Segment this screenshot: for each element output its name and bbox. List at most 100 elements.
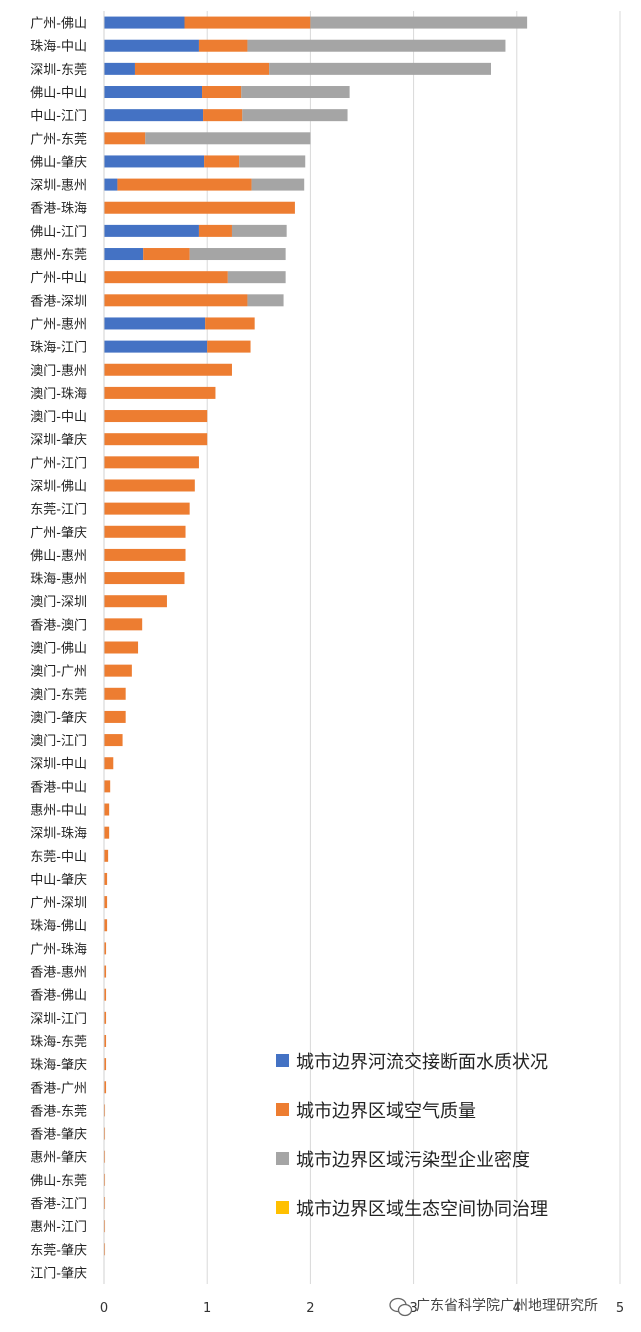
category-label: 深圳-惠州 — [30, 179, 87, 194]
bar-segment-s1 — [104, 595, 167, 608]
category-label: 香港-珠海 — [30, 202, 87, 217]
category-label: 佛山-东莞 — [30, 1174, 87, 1189]
x-tick-label: 4 — [513, 1301, 521, 1316]
category-label: 广州-深圳 — [30, 896, 87, 911]
bar-segment-s0 — [104, 224, 199, 237]
bar-segment-s1 — [117, 178, 252, 191]
bar-segment-s1 — [104, 410, 208, 423]
x-tick-label: 2 — [306, 1301, 314, 1316]
category-label: 澳门-珠海 — [30, 386, 87, 402]
bar-segment-s1 — [104, 965, 107, 978]
bars — [104, 16, 528, 1256]
bar-segment-s1 — [104, 456, 199, 469]
watermark: 广东省科学院广州地理研究所 — [389, 1297, 598, 1317]
x-tick-label: 1 — [203, 1301, 211, 1316]
category-label: 广州-肇庆 — [30, 526, 87, 541]
category-label: 深圳-佛山 — [30, 479, 87, 494]
legend-swatch-pollution — [276, 1152, 289, 1165]
bar-segment-s0 — [104, 317, 206, 330]
legend: 城市边界河流交接断面水质状况 城市边界区域空气质量 城市边界区域污染型企业密度 … — [276, 1052, 548, 1220]
category-label: 香港-澳门 — [30, 617, 87, 633]
category-label: 深圳-中山 — [30, 757, 87, 772]
bar-segment-s2 — [189, 248, 286, 261]
category-label: 广州-东莞 — [30, 132, 87, 147]
bar-segment-s1 — [104, 849, 109, 862]
bar-segment-s1 — [104, 734, 123, 747]
bar-segment-s1 — [104, 479, 195, 492]
bar-segment-s1 — [104, 641, 139, 654]
bar-segment-s0 — [104, 62, 135, 75]
bar-segment-s1 — [104, 132, 146, 145]
category-label: 香港-东莞 — [30, 1104, 87, 1119]
bar-segment-s1 — [104, 386, 216, 399]
category-label: 深圳-江门 — [30, 1012, 87, 1027]
bar-segment-s1 — [104, 1220, 106, 1233]
category-label: 珠海-江门 — [30, 341, 87, 356]
bar-segment-s0 — [104, 248, 144, 261]
bar-segment-s2 — [247, 294, 284, 307]
bar-segment-s1 — [104, 433, 208, 446]
x-tick-label: 5 — [616, 1301, 624, 1316]
category-label: 中山-江门 — [30, 109, 87, 124]
bar-segment-s2 — [242, 109, 348, 122]
legend-label-air: 城市边界区域空气质量 — [296, 1101, 476, 1122]
bar-segment-s1 — [104, 1150, 106, 1163]
bar-segment-s1 — [198, 39, 248, 52]
category-label: 珠海-佛山 — [30, 919, 87, 934]
category-label: 香港-深圳 — [30, 294, 87, 309]
x-tick-label: 3 — [409, 1301, 417, 1316]
bar-segment-s1 — [104, 1104, 106, 1117]
category-label: 广州-佛山 — [30, 17, 87, 32]
category-label: 广州-惠州 — [30, 317, 87, 332]
axes: 0 1 2 3 4 5 广州-佛山珠海-中山深圳-东莞佛山-中山中山-江门广州-东莞佛山-肇… — [30, 11, 624, 1316]
bar-segment-s1 — [104, 548, 186, 561]
bar-segment-s1 — [198, 224, 232, 237]
category-label: 澳门-中山 — [30, 409, 87, 425]
bar-segment-s1 — [104, 502, 190, 515]
legend-swatch-ecology — [276, 1201, 289, 1214]
category-label: 香港-惠州 — [30, 966, 87, 981]
bar-segment-s1 — [104, 803, 110, 816]
bar-segment-s1 — [104, 826, 110, 839]
bar-segment-s1 — [143, 248, 190, 261]
category-label: 惠州-中山 — [30, 804, 87, 819]
bar-segment-s2 — [269, 62, 491, 75]
category-label: 珠海-肇庆 — [30, 1058, 87, 1073]
bar-segment-s1 — [104, 896, 108, 909]
bar-segment-s2 — [231, 224, 287, 237]
bar-segment-s1 — [104, 271, 228, 284]
bar-segment-s0 — [104, 109, 204, 122]
category-label: 澳门-广州 — [30, 664, 87, 680]
bar-segment-s1 — [207, 340, 251, 353]
bar-segment-s2 — [251, 178, 305, 191]
bar-segment-s1 — [104, 1196, 106, 1209]
bar-segment-s0 — [104, 86, 203, 99]
bar-segment-s1 — [104, 525, 186, 538]
legend-label-pollution: 城市边界区域污染型企业密度 — [296, 1150, 530, 1171]
bar-segment-s2 — [145, 132, 311, 145]
legend-label-water: 城市边界河流交接断面水质状况 — [296, 1052, 548, 1073]
wechat-icon — [389, 1297, 413, 1317]
category-label: 东莞-江门 — [30, 503, 87, 518]
bar-segment-s1 — [134, 62, 270, 75]
bar-segment-s1 — [104, 872, 108, 885]
category-label: 佛山-惠州 — [30, 549, 87, 564]
category-label: 惠州-肇庆 — [30, 1151, 87, 1166]
bar-segment-s1 — [202, 86, 242, 99]
category-label: 珠海-惠州 — [30, 572, 87, 587]
bar-segment-s1 — [104, 988, 107, 1001]
bar-segment-s1 — [104, 1011, 107, 1024]
bar-segment-s1 — [203, 109, 243, 122]
bar-segment-s2 — [310, 16, 528, 29]
category-label: 佛山-肇庆 — [30, 155, 87, 170]
category-label: 惠州-东莞 — [30, 248, 87, 263]
category-label: 东莞-中山 — [30, 850, 87, 865]
bar-segment-s1 — [104, 618, 143, 631]
category-label: 深圳-肇庆 — [30, 433, 87, 448]
category-label: 香港-肇庆 — [30, 1128, 87, 1143]
bar-segment-s1 — [184, 16, 311, 29]
bar-segment-s2 — [239, 155, 306, 168]
category-label: 澳门-肇庆 — [30, 710, 87, 726]
category-label: 广州-中山 — [30, 271, 87, 286]
